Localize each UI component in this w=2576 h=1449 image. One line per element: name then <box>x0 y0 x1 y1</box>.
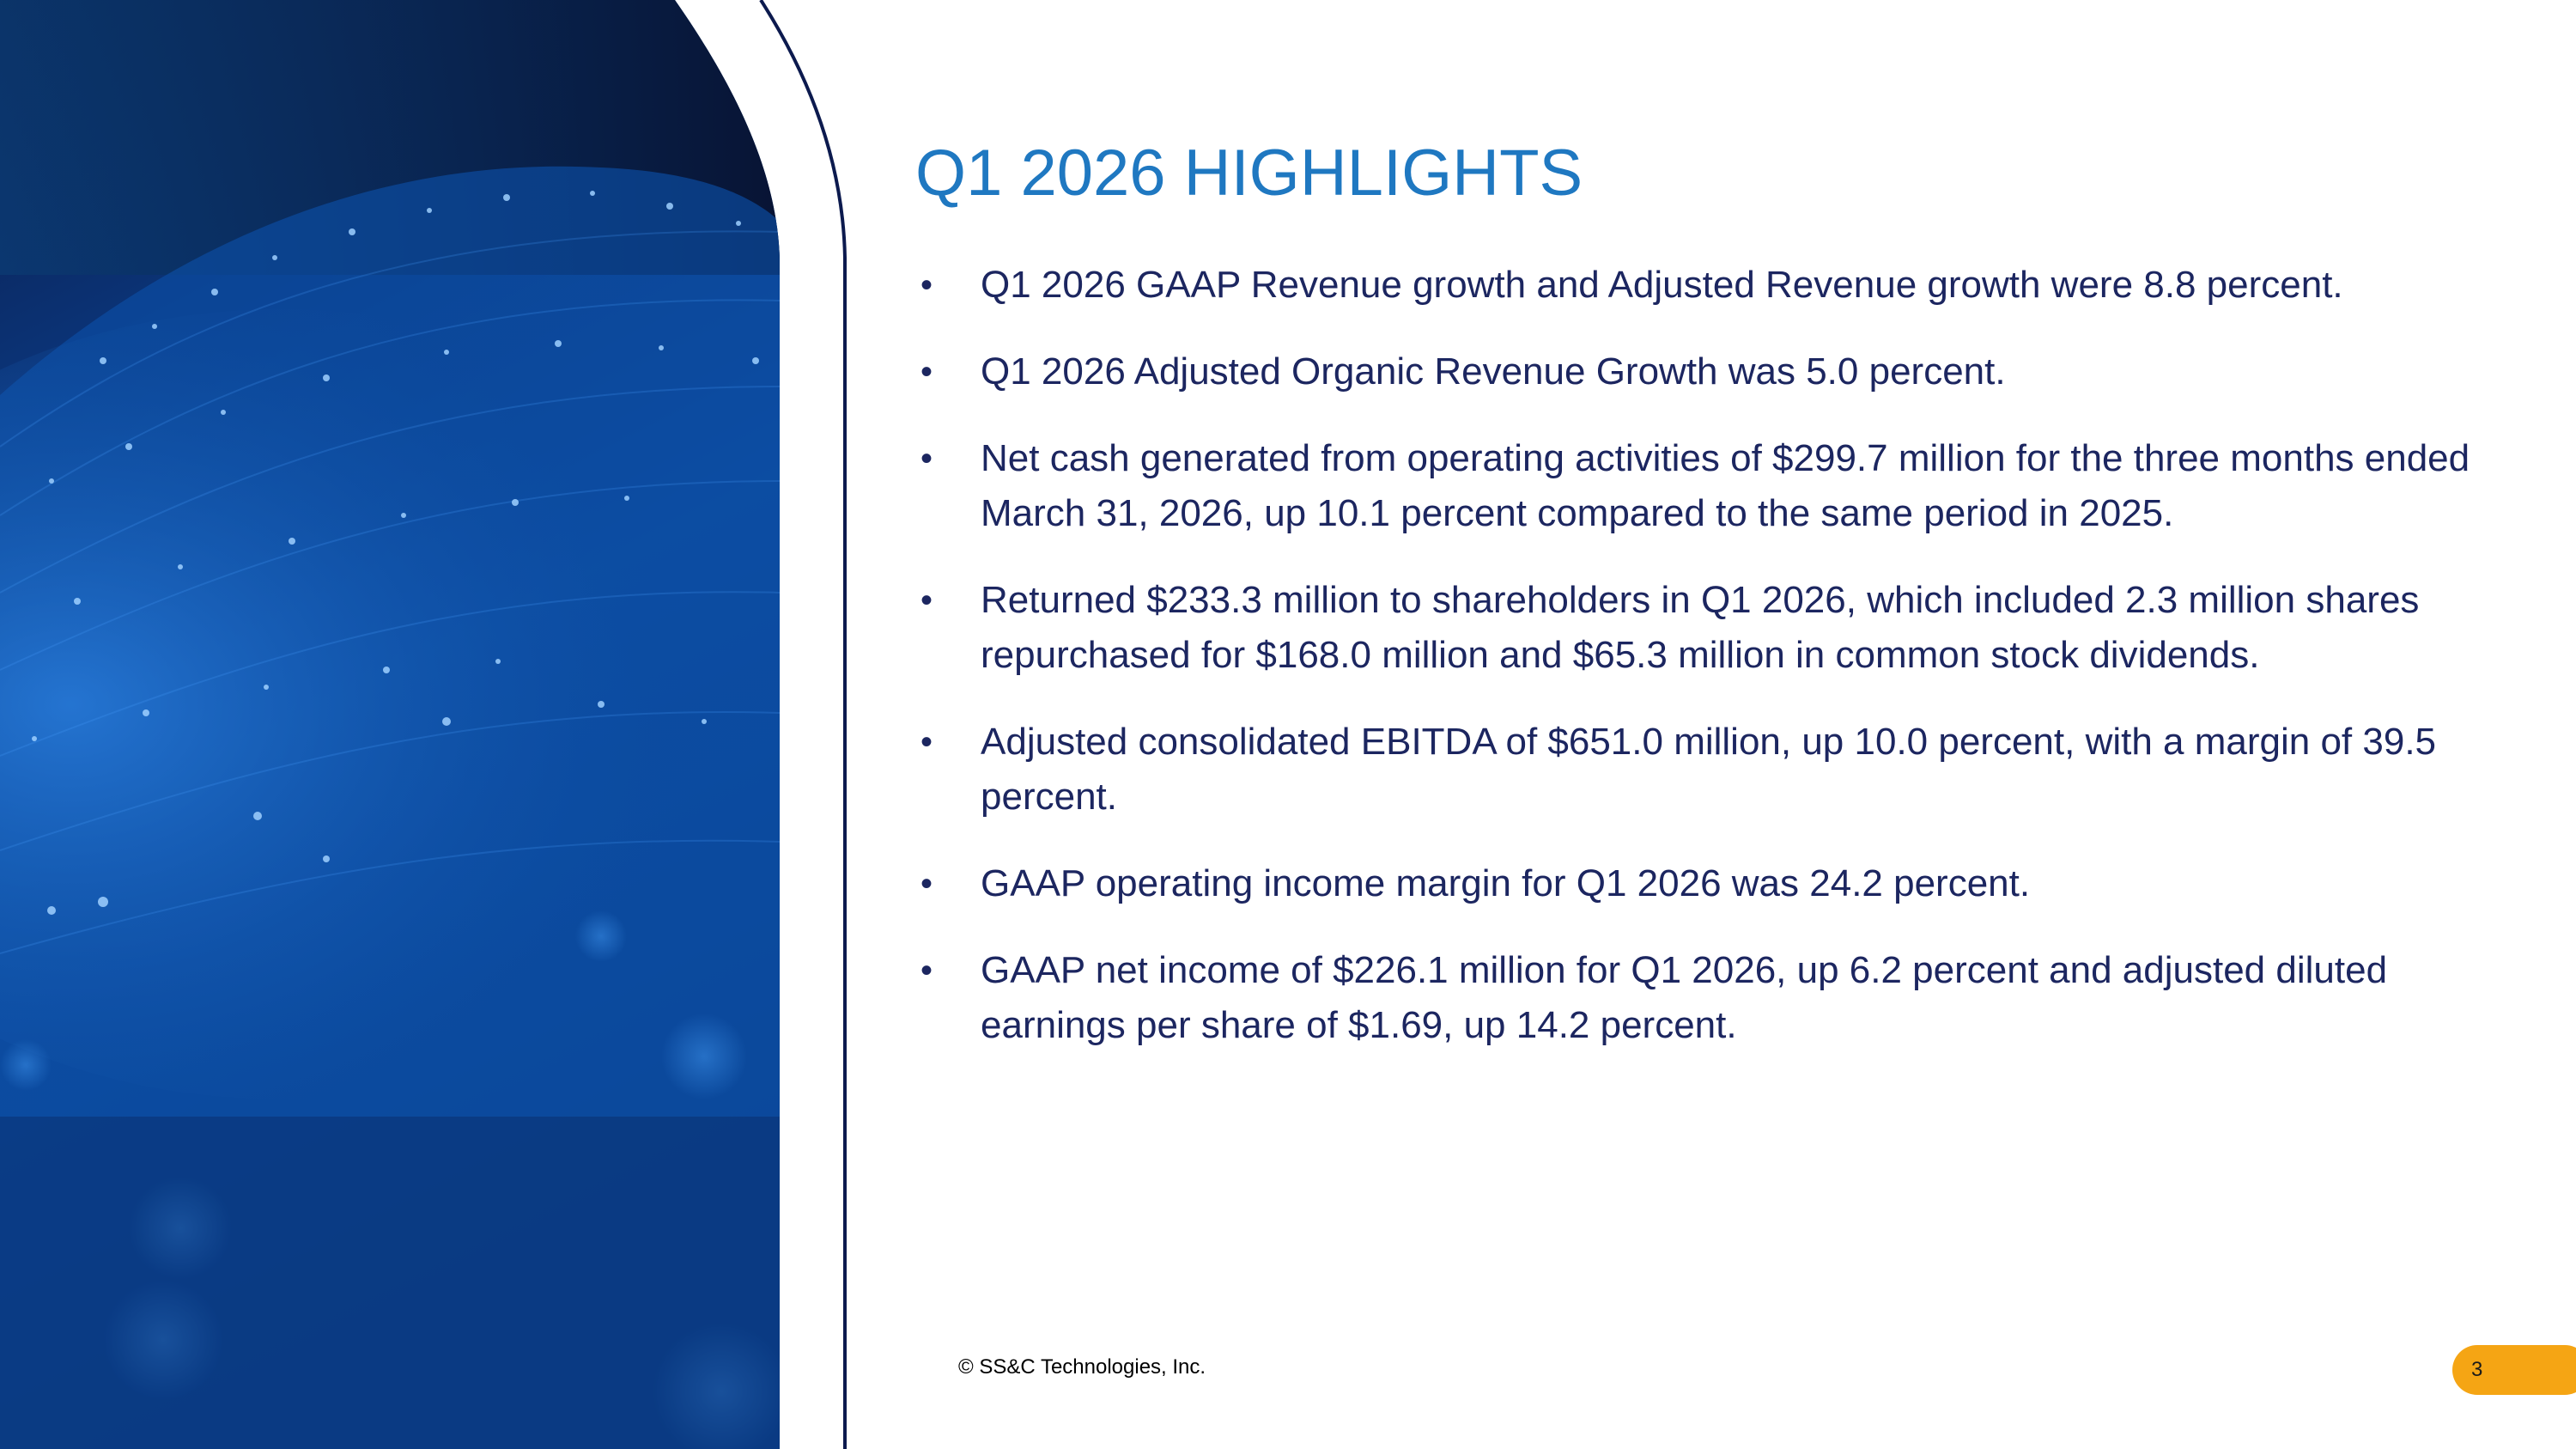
copyright-footer: © SS&C Technologies, Inc. <box>958 1355 1206 1379</box>
bullet-icon: • <box>920 723 933 761</box>
list-item-text: GAAP operating income margin for Q1 2026… <box>981 862 2031 904</box>
list-item: • Returned $233.3 million to shareholder… <box>915 573 2530 683</box>
bullet-icon: • <box>920 581 933 619</box>
list-item: • GAAP operating income margin for Q1 20… <box>915 856 2530 911</box>
list-item-text: Adjusted consolidated EBITDA of $651.0 m… <box>981 721 2437 818</box>
list-item-text: Q1 2026 GAAP Revenue growth and Adjusted… <box>981 264 2343 306</box>
bullet-icon: • <box>920 266 933 304</box>
list-item: • Adjusted consolidated EBITDA of $651.0… <box>915 715 2530 825</box>
bullet-icon: • <box>920 353 933 391</box>
list-item: • GAAP net income of $226.1 million for … <box>915 943 2530 1053</box>
list-item-text: Net cash generated from operating activi… <box>981 437 2470 534</box>
list-item-text: GAAP net income of $226.1 million for Q1… <box>981 949 2388 1046</box>
curved-divider-line <box>759 0 847 1449</box>
bullet-icon: • <box>920 952 933 989</box>
bullet-icon: • <box>920 440 933 478</box>
list-item-text: Q1 2026 Adjusted Organic Revenue Growth … <box>981 350 2006 393</box>
list-item: • Q1 2026 GAAP Revenue growth and Adjust… <box>915 258 2530 313</box>
page-number-badge: 3 <box>2452 1345 2576 1395</box>
bullet-icon: • <box>920 865 933 903</box>
list-item-text: Returned $233.3 million to shareholders … <box>981 579 2420 676</box>
decorative-data-wave-image <box>0 0 847 1449</box>
list-item: • Q1 2026 Adjusted Organic Revenue Growt… <box>915 344 2530 399</box>
page-title: Q1 2026 HIGHLIGHTS <box>915 137 1583 210</box>
list-item: • Net cash generated from operating acti… <box>915 431 2530 541</box>
highlights-list: • Q1 2026 GAAP Revenue growth and Adjust… <box>915 258 2530 1085</box>
page-number: 3 <box>2471 1358 2483 1381</box>
